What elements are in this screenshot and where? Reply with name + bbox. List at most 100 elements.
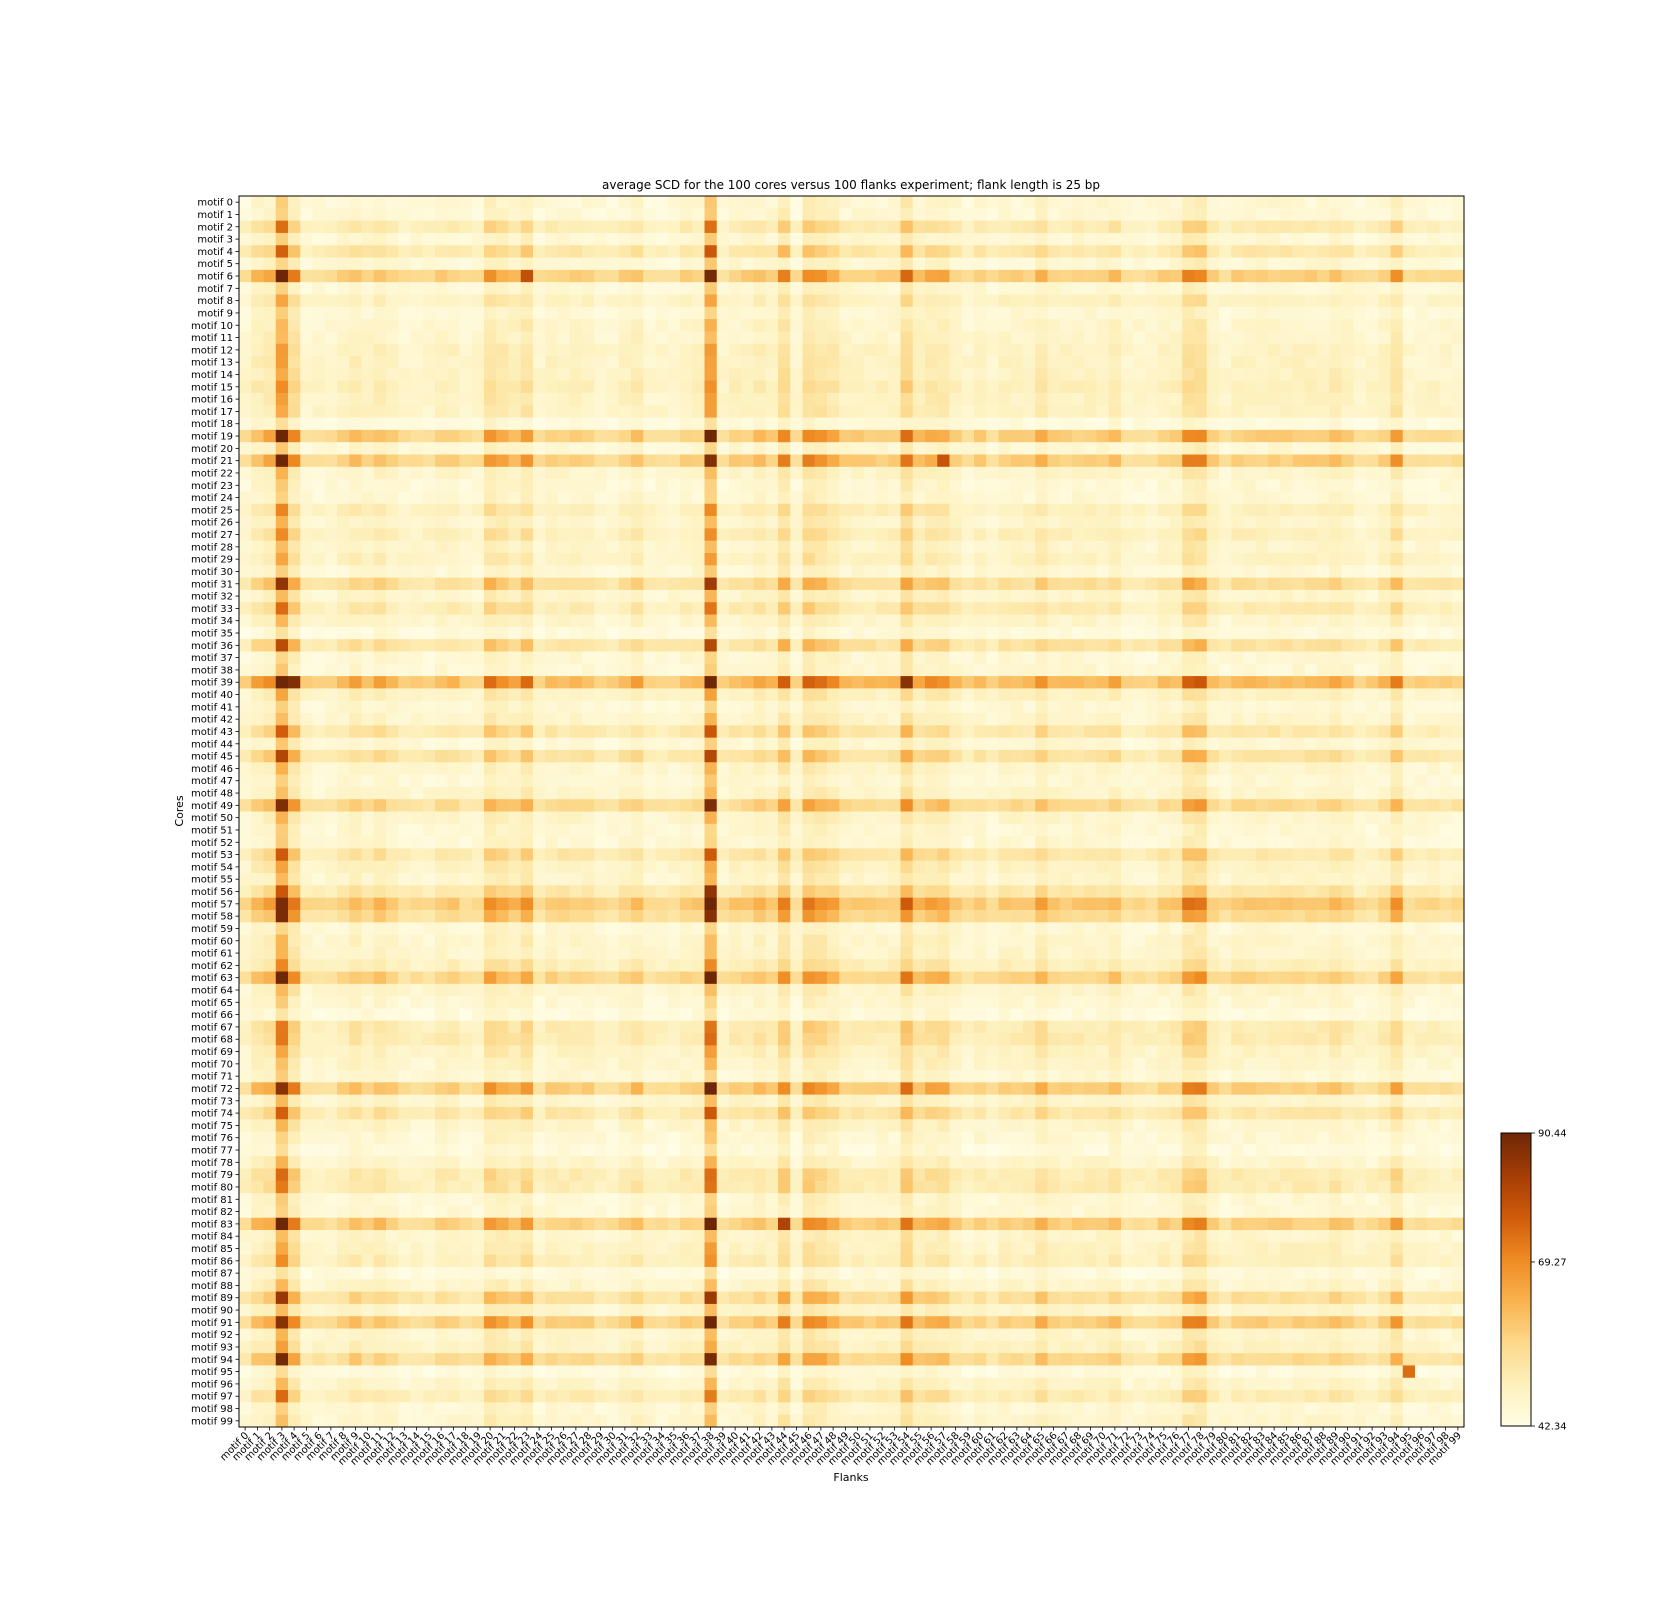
heatmap-cell: [1059, 282, 1073, 295]
heatmap-cell: [1047, 257, 1061, 271]
heatmap-cell: [631, 479, 644, 492]
heatmap-cell: [839, 257, 852, 271]
heatmap-cell: [386, 319, 399, 332]
heatmap-cell: [422, 503, 436, 517]
heatmap-cell: [1096, 786, 1110, 800]
heatmap-cell: [925, 319, 938, 332]
heatmap-cell: [251, 331, 264, 345]
heatmap-cell: [937, 786, 950, 800]
heatmap-cell: [1292, 343, 1306, 357]
heatmap-cell: [337, 589, 350, 603]
heatmap-cell: [1292, 232, 1306, 246]
heatmap-cell: [410, 713, 424, 726]
heatmap-cell: [1366, 737, 1379, 751]
heatmap-cell: [1280, 442, 1293, 455]
heatmap-cell: [1341, 294, 1355, 308]
heatmap-cell: [1194, 503, 1208, 517]
heatmap-cell: [557, 725, 571, 739]
heatmap-cell: [937, 208, 950, 222]
heatmap-cell: [361, 282, 375, 295]
heatmap-cell: [986, 614, 999, 628]
heatmap-cell: [239, 491, 252, 505]
heatmap-cell: [716, 516, 730, 529]
heatmap-cell: [557, 368, 571, 382]
heatmap-cell: [888, 725, 901, 739]
heatmap-cell: [508, 232, 522, 246]
heatmap-cell: [312, 319, 326, 332]
heatmap-cell: [337, 479, 350, 492]
heatmap-cell: [753, 737, 767, 751]
heatmap-cell: [814, 466, 828, 480]
heatmap-cell: [545, 306, 558, 320]
heatmap-cell: [422, 331, 436, 345]
heatmap-cell: [974, 762, 987, 775]
heatmap-cell: [288, 516, 301, 529]
heatmap-cell: [814, 688, 828, 702]
heatmap-cell: [508, 196, 522, 209]
heatmap-cell: [1439, 602, 1453, 615]
heatmap-cell: [1243, 208, 1257, 222]
heatmap-cell: [1035, 774, 1048, 788]
heatmap-cell: [1121, 651, 1134, 665]
heatmap-cell: [900, 454, 914, 468]
heatmap-cell: [692, 528, 705, 542]
heatmap-cell: [312, 368, 326, 382]
heatmap-cell: [986, 713, 999, 726]
heatmap-cell: [251, 602, 264, 615]
heatmap-cell: [778, 282, 791, 295]
heatmap-cell: [765, 220, 779, 234]
heatmap-cell: [606, 663, 620, 677]
heatmap-cell: [692, 343, 705, 357]
heatmap-cell: [275, 294, 289, 308]
heatmap-cell: [435, 479, 448, 492]
heatmap-cell: [1402, 257, 1416, 271]
heatmap-cell: [778, 196, 791, 209]
heatmap-cell: [300, 737, 313, 751]
heatmap-cell: [790, 725, 803, 739]
heatmap-cell: [1108, 466, 1122, 480]
heatmap-cell: [1255, 208, 1269, 222]
heatmap-cell: [533, 368, 546, 382]
heatmap-cell: [1329, 688, 1342, 702]
heatmap-cell: [765, 503, 779, 517]
heatmap-cell: [827, 405, 840, 418]
heatmap-cell: [373, 479, 387, 492]
heatmap-cell: [361, 405, 375, 418]
heatmap-cell: [533, 269, 546, 283]
heatmap-cell: [324, 392, 338, 406]
heatmap-cell: [1451, 429, 1465, 443]
heatmap-cell: [765, 442, 779, 455]
heatmap-cell: [251, 749, 264, 763]
heatmap-cell: [496, 503, 509, 517]
heatmap-cell: [1439, 232, 1453, 246]
heatmap-cell: [1182, 232, 1195, 246]
heatmap-cell: [631, 282, 644, 295]
heatmap-cell: [790, 799, 803, 812]
heatmap-cell: [263, 762, 277, 775]
heatmap-cell: [643, 491, 656, 505]
heatmap-cell: [496, 528, 509, 542]
heatmap-cell: [631, 503, 644, 517]
heatmap-cell: [471, 392, 485, 406]
heatmap-cell: [1390, 306, 1404, 320]
heatmap-cell: [1255, 737, 1269, 751]
heatmap-cell: [1427, 405, 1440, 418]
heatmap-cell: [1072, 491, 1085, 505]
heatmap-cell: [1219, 774, 1232, 788]
heatmap-cell: [692, 479, 705, 492]
heatmap-cell: [900, 725, 914, 739]
heatmap-cell: [1243, 257, 1257, 271]
heatmap-cell: [888, 786, 901, 800]
heatmap-cell: [814, 343, 828, 357]
heatmap-cell: [839, 466, 852, 480]
heatmap-cell: [974, 392, 987, 406]
heatmap-cell: [741, 331, 754, 345]
heatmap-cell: [533, 589, 546, 603]
heatmap-cell: [569, 589, 583, 603]
heatmap-cell: [716, 343, 730, 357]
heatmap-cell: [1366, 725, 1379, 739]
heatmap-cell: [545, 368, 558, 382]
heatmap-cell: [1170, 676, 1183, 689]
heatmap-cell: [900, 392, 914, 406]
heatmap-cell: [435, 282, 448, 295]
